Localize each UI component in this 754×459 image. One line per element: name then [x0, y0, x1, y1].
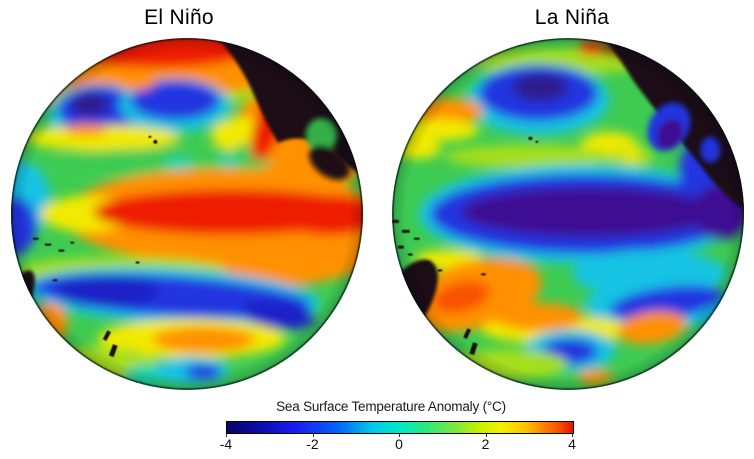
colorbar-tick-label-neg2: -2: [306, 436, 319, 452]
colorbar-tick: [399, 434, 400, 437]
globe-la-nina: [391, 37, 745, 391]
colorbar-tick-label-neg4: -4: [219, 436, 233, 452]
el-nino-limb-shading: [10, 37, 364, 391]
la-nina-limb-shading: [391, 37, 745, 391]
title-la-nina: La Niña: [534, 6, 610, 29]
la-nina-globe-rim: [392, 38, 744, 390]
colorbar-tick-label-4: 4: [568, 436, 576, 452]
colorbar-tick-label-0: 0: [395, 436, 403, 452]
colorbar-gradient: [227, 422, 573, 433]
colorbar-ticks: [226, 434, 573, 438]
colorbar-label: Sea Surface Temperature Anomaly (°C): [276, 399, 506, 414]
colorbar: [226, 421, 574, 434]
title-el-nino: El Niño: [144, 6, 214, 29]
colorbar-tick: [312, 434, 314, 437]
colorbar-tick: [572, 434, 573, 437]
colorbar-tick-label-2: 2: [481, 436, 490, 452]
globe-el-nino: [10, 37, 364, 391]
colorbar-tick: [485, 434, 487, 437]
el-nino-globe-rim: [11, 38, 363, 390]
colorbar-tick-labels: -4 -2 0 2 4: [220, 436, 576, 452]
colorbar-tick: [226, 434, 227, 437]
